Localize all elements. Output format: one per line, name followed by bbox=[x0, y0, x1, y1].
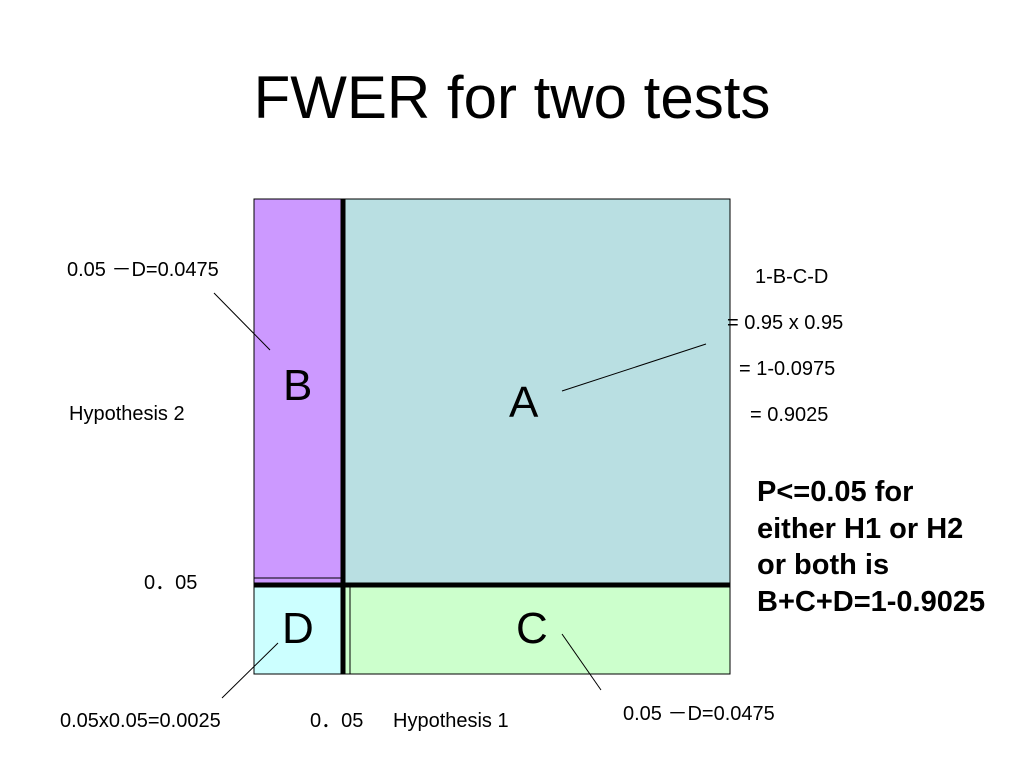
slide-title: FWER for two tests bbox=[253, 64, 771, 131]
region-b-label: B bbox=[283, 361, 313, 410]
c-leader-line bbox=[561, 633, 602, 691]
summary-note: P<=0.05 for either H1 or H2 or both is B… bbox=[757, 476, 986, 618]
region-a bbox=[342, 198, 731, 586]
a-calc-line-3: = 1-0.0975 bbox=[739, 358, 836, 380]
region-a-label: A bbox=[509, 378, 539, 427]
region-c bbox=[342, 584, 731, 675]
y-tick-label: 0．05 bbox=[144, 572, 198, 594]
d-annotation: 0.05x0.05=0.0025 bbox=[60, 710, 221, 732]
region-d-label: D bbox=[282, 604, 314, 653]
region-b bbox=[253, 198, 344, 586]
a-calc-line-2: = 0.95 x 0.95 bbox=[727, 312, 844, 334]
region-d bbox=[253, 584, 344, 675]
c-annotation: 0.05 －D=0.0475 bbox=[623, 703, 775, 725]
d-leader-line bbox=[221, 642, 279, 699]
a-leader-line bbox=[561, 343, 707, 392]
region-c-label: C bbox=[516, 604, 548, 653]
a-calc-line-4: = 0.9025 bbox=[750, 404, 829, 426]
hypothesis-1-label: Hypothesis 1 bbox=[393, 710, 509, 732]
b-annotation: 0.05 －D=0.0475 bbox=[67, 259, 219, 281]
b-leader-line bbox=[213, 292, 271, 351]
x-tick-label: 0．05 bbox=[310, 710, 364, 732]
hypothesis-2-label: Hypothesis 2 bbox=[69, 403, 185, 425]
a-calc-line-1: 1-B-C-D bbox=[755, 266, 829, 288]
